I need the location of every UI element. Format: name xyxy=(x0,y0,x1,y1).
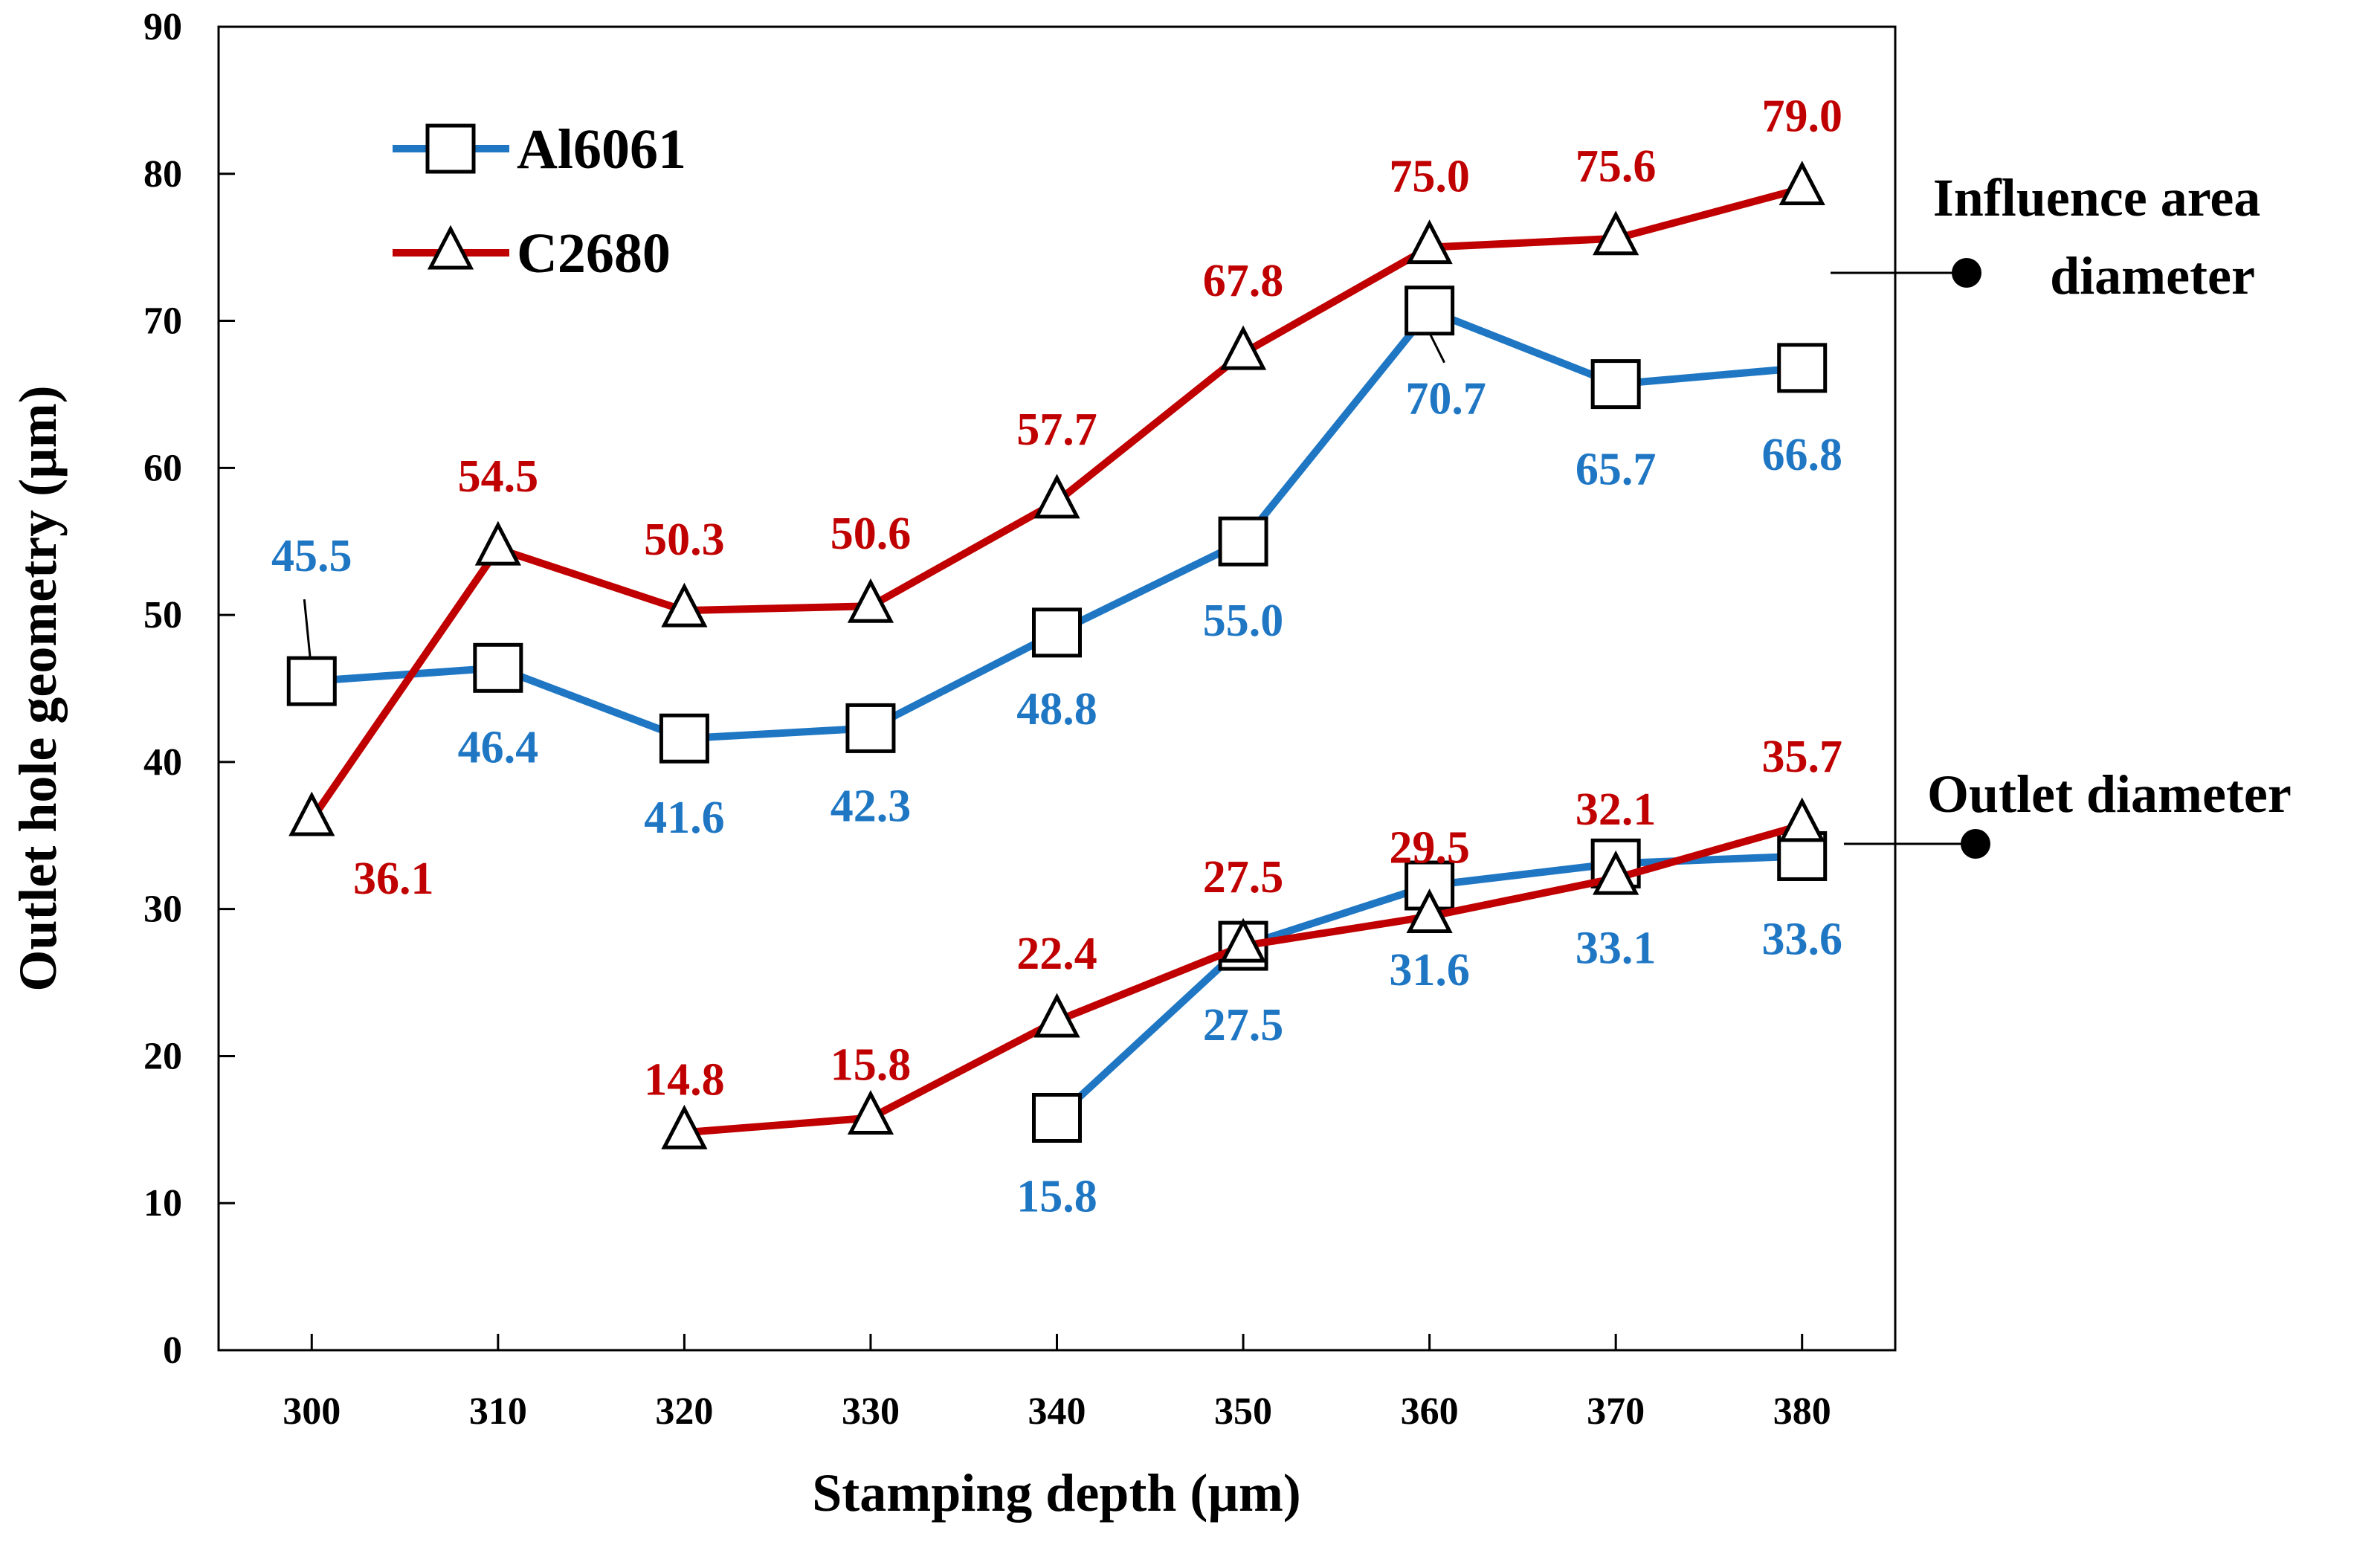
data-label: 22.4 xyxy=(1016,929,1097,979)
data-point xyxy=(1032,1093,1082,1143)
data-point xyxy=(473,642,523,693)
x-tick-label: 360 xyxy=(1401,1390,1459,1433)
data-point xyxy=(1032,607,1082,658)
x-tick-label: 320 xyxy=(655,1390,713,1433)
data-label: 35.7 xyxy=(1761,732,1842,782)
data-label: 27.5 xyxy=(1203,1000,1284,1051)
data-point xyxy=(661,582,708,628)
data-point xyxy=(661,1104,708,1149)
x-tick-label: 330 xyxy=(842,1390,900,1433)
leader-line xyxy=(303,599,312,659)
y-tick-label: 90 xyxy=(143,6,182,48)
data-label: 27.5 xyxy=(1203,852,1284,903)
data-point xyxy=(845,703,896,753)
data-point xyxy=(1593,210,1639,256)
data-point xyxy=(1406,219,1453,265)
series-c2680-influence: 36.1 54.5 50.3 50.6 57.7 67.8 75.0 75.6 79.0 xyxy=(288,91,1842,904)
legend-label: Al6061 xyxy=(517,118,686,181)
y-tick-label: 40 xyxy=(143,741,182,784)
data-label: 65.7 xyxy=(1576,445,1657,495)
y-tick-label: 70 xyxy=(143,300,182,343)
data-point xyxy=(474,520,521,566)
data-label: 50.6 xyxy=(831,509,912,559)
data-label: 75.0 xyxy=(1389,152,1470,202)
data-label: 48.8 xyxy=(1016,684,1097,735)
y-tick-label: 30 xyxy=(143,888,182,931)
annotation-outlet: Outlet diameter xyxy=(1927,764,2292,824)
data-label: 67.8 xyxy=(1203,256,1284,306)
data-point xyxy=(1778,161,1825,206)
data-label: 31.6 xyxy=(1389,945,1470,996)
data-point xyxy=(1777,343,1828,393)
data-label: 75.6 xyxy=(1576,141,1657,192)
data-label: 15.8 xyxy=(1016,1172,1097,1222)
annotations: Influence area diameter Outlet diameter xyxy=(1831,168,2292,859)
data-point xyxy=(1405,286,1455,336)
data-point xyxy=(288,791,335,836)
y-axis: 0 10 20 30 40 50 60 70 80 90 xyxy=(143,6,235,1372)
y-tick-label: 50 xyxy=(143,594,182,636)
data-point xyxy=(1033,474,1080,519)
data-label: 55.0 xyxy=(1203,596,1284,646)
series-line xyxy=(308,306,1806,743)
data-label: 50.3 xyxy=(644,514,725,565)
data-point xyxy=(1219,325,1267,370)
data-point xyxy=(1033,993,1080,1038)
data-point xyxy=(286,656,337,706)
legend-marker xyxy=(425,123,476,174)
data-label: 36.1 xyxy=(353,854,434,904)
data-label: 66.8 xyxy=(1761,430,1842,480)
x-tick-label: 350 xyxy=(1214,1390,1272,1433)
data-label: 33.1 xyxy=(1576,923,1657,973)
data-label: 57.7 xyxy=(1016,404,1097,455)
data-point xyxy=(1590,359,1641,410)
data-point xyxy=(1406,888,1453,934)
y-tick-label: 80 xyxy=(143,153,182,196)
annotation-dot xyxy=(1961,829,1990,859)
data-point xyxy=(1778,797,1825,842)
data-point xyxy=(1219,917,1267,963)
data-label: 70.7 xyxy=(1405,374,1486,425)
series-c2680-outlet: 14.8 15.8 22.4 27.5 29.5 32.1 35.7 xyxy=(644,732,1842,1149)
data-label: 33.6 xyxy=(1761,914,1842,964)
data-label: 14.8 xyxy=(644,1054,725,1105)
data-label: 29.5 xyxy=(1389,823,1470,874)
data-point xyxy=(1593,850,1639,895)
data-point xyxy=(847,578,894,623)
data-label: 79.0 xyxy=(1761,91,1842,142)
data-label: 46.4 xyxy=(458,722,539,772)
annotation-influence-line2: diameter xyxy=(2050,246,2255,306)
leader-line xyxy=(1428,332,1445,364)
data-label: 42.3 xyxy=(831,781,912,831)
data-point xyxy=(1218,516,1268,567)
series-layer: 45.546.441.6 42.348.855.070.765.7 66.836.1… xyxy=(271,91,1842,1222)
data-point xyxy=(659,713,709,764)
data-label: 45.5 xyxy=(271,531,352,581)
x-tick-label: 310 xyxy=(469,1390,527,1433)
y-tick-label: 0 xyxy=(163,1329,182,1372)
data-label: 15.8 xyxy=(831,1040,912,1091)
y-tick-label: 20 xyxy=(143,1035,182,1077)
legend-marker xyxy=(427,225,474,270)
x-axis: 300 310 320 330 340 350 360 370 380 xyxy=(283,1334,1831,1433)
x-tick-label: 380 xyxy=(1773,1390,1831,1433)
y-axis-title: Outlet hole geometry (µm) xyxy=(8,385,68,991)
data-label: 41.6 xyxy=(644,793,725,843)
legend-label: C2680 xyxy=(517,222,671,285)
annotation-dot xyxy=(1952,258,1981,288)
y-tick-label: 10 xyxy=(143,1182,182,1225)
y-tick-label: 60 xyxy=(143,447,182,489)
x-tick-label: 370 xyxy=(1587,1390,1645,1433)
x-tick-label: 300 xyxy=(283,1390,341,1433)
data-label: 32.1 xyxy=(1576,784,1657,835)
x-axis-title: Stamping depth (µm) xyxy=(812,1463,1301,1523)
data-point xyxy=(847,1090,894,1135)
annotation-influence-line1: Influence area xyxy=(1933,168,2261,228)
legend: Al6061 C2680 xyxy=(393,118,686,285)
series-al6061-influence: 45.5 46.4 41.6 42.3 48.8 55.0 70.7 65.7 66.8 xyxy=(271,286,1842,843)
data-label: 54.5 xyxy=(458,451,539,502)
x-tick-label: 340 xyxy=(1028,1390,1086,1433)
